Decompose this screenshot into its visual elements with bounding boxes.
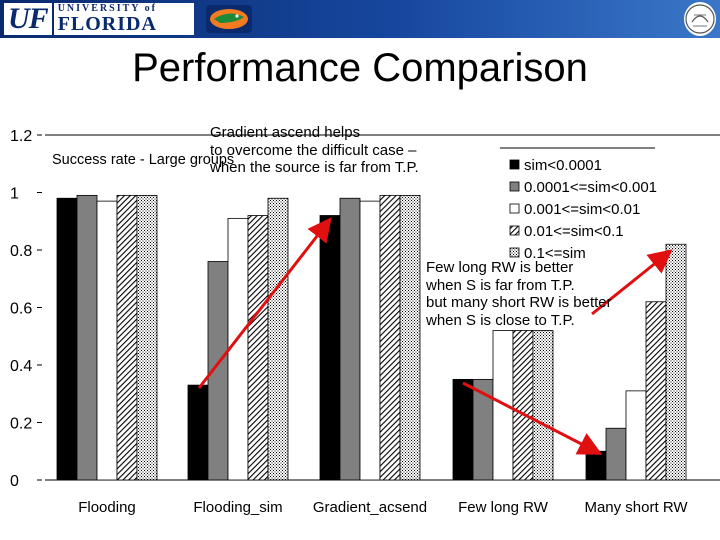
annotation-line: to overcome the difficult case – (210, 141, 417, 159)
bar (379, 194, 401, 481)
bar (512, 330, 534, 481)
annotation-line: Gradient ascend helps (210, 124, 361, 141)
annotation-random-walk: Few long RW is better when S is far from… (426, 259, 612, 329)
uf-wordmark: UNIVERSITY of FLORIDA (54, 3, 157, 35)
annotation-arrows (197, 217, 673, 455)
university-seal-logo (684, 2, 716, 36)
annotation-line: when S is close to T.P. (426, 311, 575, 329)
legend-label: 0.0001<=sim<0.001 (524, 179, 657, 196)
bar (399, 194, 421, 481)
annotation-line: but many short RW is better (426, 294, 612, 311)
bar (96, 200, 118, 481)
legend-label: sim<0.0001 (524, 157, 602, 174)
bar (605, 427, 627, 481)
bar (76, 194, 98, 481)
y-tick-label: 1 (10, 186, 19, 203)
x-tick-label: Flooding (78, 499, 136, 516)
annotation-line: when S is far from T.P. (426, 276, 575, 294)
annotation-gradient-ascend: Gradient ascend helps to overcome the di… (210, 124, 419, 177)
y-tick-label: 0.6 (10, 301, 32, 318)
bar (339, 197, 361, 481)
bar (532, 330, 554, 481)
legend-swatch (509, 225, 520, 236)
bar (187, 384, 209, 481)
y-tick-labels: 0 0.2 0.4 0.6 0.8 1 1.2 (10, 128, 42, 490)
annotation-arrow (197, 217, 332, 389)
header-banner: UF UNIVERSITY of FLORIDA (0, 0, 720, 38)
uf-wordmark-line1: UNIVERSITY of (57, 3, 157, 14)
legend-label: 0.01<=sim<0.1 (524, 223, 624, 240)
y-tick-label: 0.2 (10, 416, 32, 433)
bar (359, 200, 381, 481)
x-tick-label: Flooding_sim (193, 499, 282, 516)
x-tick-labels: Flooding Flooding_sim Gradient_acsend Few l… (78, 499, 688, 516)
x-tick-label: Few long RW (458, 499, 549, 516)
bar-chart: 0 0.2 0.4 0.6 0.8 1 1.2 Flooding Flooding_sim Gr… (10, 128, 720, 516)
annotation-line: Few long RW is better (426, 259, 574, 276)
y-tick-label: 0.4 (10, 358, 32, 375)
uf-monogram: UF (4, 3, 54, 35)
bar (319, 215, 341, 481)
annotation-arrow (591, 249, 673, 316)
uf-wordmark-line2: FLORIDA (57, 13, 157, 35)
annotation-arrow (462, 381, 603, 455)
legend-swatch (509, 181, 520, 192)
bar (247, 215, 269, 481)
bar (645, 301, 667, 481)
bar (625, 390, 647, 481)
bar (116, 194, 138, 481)
bar (585, 450, 607, 481)
bars-layer (56, 194, 687, 481)
chart-legend: sim<0.0001 0.0001<=sim<0.001 0.001<=sim<0.… (500, 147, 657, 262)
y-tick-label: 0.8 (10, 243, 32, 260)
bar (665, 243, 687, 481)
legend-label: 0.001<=sim<0.01 (524, 201, 640, 218)
uf-logo: UF UNIVERSITY of FLORIDA (4, 3, 194, 35)
bar (56, 197, 78, 481)
bar (267, 197, 289, 481)
x-tick-label: Many short RW (584, 499, 688, 516)
y-tick-label: 0 (10, 473, 19, 490)
legend-swatch (509, 247, 520, 258)
legend-label: 0.1<=sim (524, 245, 586, 262)
bar (136, 194, 158, 481)
bar (452, 378, 474, 481)
legend-swatch (509, 159, 520, 170)
gator-logo (206, 5, 252, 33)
y-tick-label: 1.2 (10, 128, 32, 145)
x-tick-label: Gradient_acsend (313, 499, 427, 516)
page-title: Performance Comparison (132, 46, 588, 90)
legend-swatch (509, 203, 520, 214)
annotation-line: when the source is far from T.P. (210, 159, 419, 176)
chart-title: Success rate - Large groups (52, 152, 234, 168)
